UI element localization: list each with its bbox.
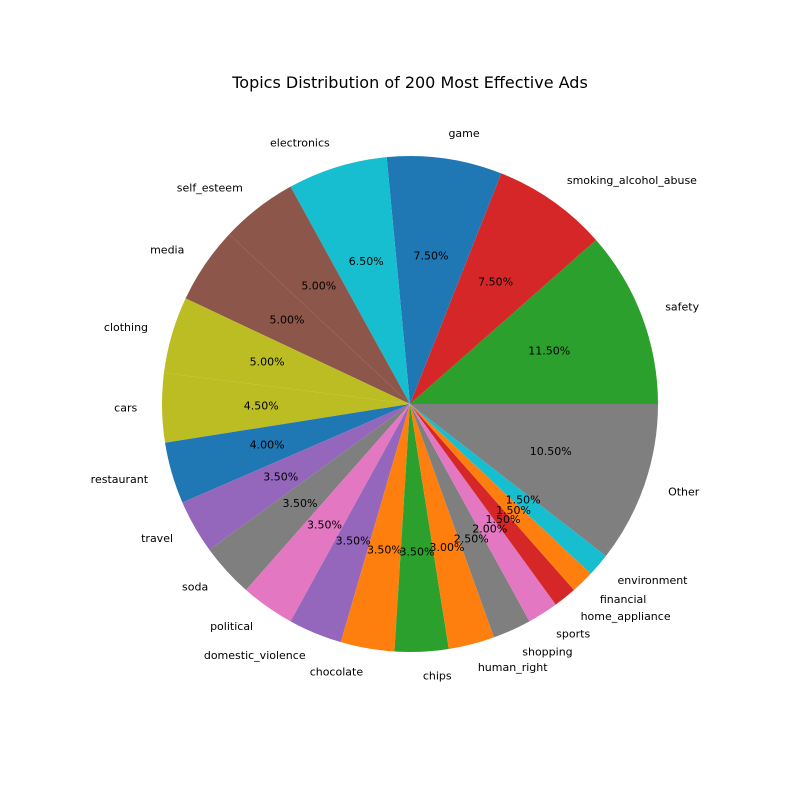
pie-slice-smoking-alcohol-abuse <box>410 173 597 404</box>
slice-label-media: media <box>150 244 184 257</box>
percent-labels: 11.50% 7.50% 7.50% 6.50% 5.00% 5.00% 5.00% 4.50… <box>244 250 572 559</box>
slice-label-other: Other <box>668 485 700 498</box>
pie-slice-game <box>386 156 502 404</box>
percent-label-clothing: 5.00% <box>250 355 285 368</box>
slice-label-political: political <box>210 620 253 633</box>
percent-label-domestic-violence: 3.50% <box>336 534 371 547</box>
percent-label-media: 5.00% <box>269 313 304 326</box>
pie-slice-political <box>245 404 410 622</box>
pie-slice-chips <box>394 404 449 652</box>
slice-label-domestic-violence: domestic_violence <box>204 649 306 662</box>
slice-label-environment: environment <box>617 574 688 587</box>
percent-label-home-appliance: 1.50% <box>486 513 521 526</box>
percent-label-cars: 4.50% <box>244 399 279 412</box>
slice-label-shopping: shopping <box>522 646 572 659</box>
slice-label-human-right: human_right <box>478 661 548 674</box>
pie-slice-environment <box>410 404 606 574</box>
slice-label-game: game <box>448 127 479 140</box>
percent-label-environment: 1.50% <box>506 494 541 507</box>
pie-slice-other <box>410 404 658 557</box>
pie-slice-travel <box>182 404 410 550</box>
slice-label-smoking-alcohol-abuse: smoking_alcohol_abuse <box>567 174 697 187</box>
slice-labels: safety smoking_alcohol_abuse game electroni… <box>91 127 700 683</box>
pie-slice-shopping <box>410 404 530 638</box>
percent-label-self-esteem: 5.00% <box>301 279 336 292</box>
pie-slice-soda <box>209 404 410 591</box>
slice-label-safety: safety <box>665 301 699 314</box>
pie-slice-human-right <box>410 404 495 649</box>
percent-label-chocolate: 3.50% <box>367 544 402 557</box>
percent-label-sports: 2.00% <box>472 523 507 536</box>
slice-label-travel: travel <box>141 532 173 545</box>
percent-label-electronics: 6.50% <box>349 255 384 268</box>
percent-label-restaurant: 4.00% <box>250 439 285 452</box>
slice-label-cars: cars <box>114 401 137 414</box>
percent-label-chips: 3.50% <box>400 546 435 559</box>
pie-slice-electronics <box>290 157 410 404</box>
slice-label-clothing: clothing <box>104 321 148 334</box>
slice-label-self-esteem: self_esteem <box>177 181 243 194</box>
percent-label-other: 10.50% <box>530 445 572 458</box>
slice-label-sports: sports <box>556 627 590 640</box>
pie-slice-home-appliance <box>410 404 575 605</box>
pie-slice-financial <box>410 404 591 591</box>
pie-slice-self-esteem <box>229 186 410 404</box>
chart-title: Topics Distribution of 200 Most Effectiv… <box>231 73 588 92</box>
slice-label-soda: soda <box>182 581 208 594</box>
slice-label-chocolate: chocolate <box>310 666 364 679</box>
pie-slice-domestic-violence <box>290 404 410 643</box>
percent-label-travel: 3.50% <box>263 471 298 484</box>
slice-label-restaurant: restaurant <box>91 473 149 486</box>
slice-label-home-appliance: home_appliance <box>581 610 671 623</box>
pie-slice-restaurant <box>165 404 410 503</box>
pie-slices <box>161 156 658 652</box>
pie-slice-chocolate <box>340 404 410 652</box>
percent-label-smoking-alcohol-abuse: 7.50% <box>478 275 513 288</box>
percent-label-safety: 11.50% <box>528 344 570 357</box>
slice-label-chips: chips <box>423 669 452 682</box>
percent-label-political: 3.50% <box>307 519 342 532</box>
percent-label-soda: 3.50% <box>282 497 317 510</box>
pie-slice-sports <box>410 404 556 622</box>
pie-slice-safety <box>410 239 658 404</box>
percent-label-financial: 1.50% <box>496 504 531 517</box>
percent-label-shopping: 2.50% <box>454 533 489 546</box>
pie-slice-media <box>185 234 410 404</box>
percent-label-game: 7.50% <box>413 250 448 263</box>
slice-label-electronics: electronics <box>270 136 330 149</box>
percent-label-human-right: 3.00% <box>430 541 465 554</box>
slice-label-financial: financial <box>600 593 647 606</box>
pie-slice-cars <box>161 372 410 443</box>
pie-slice-clothing <box>163 298 410 404</box>
